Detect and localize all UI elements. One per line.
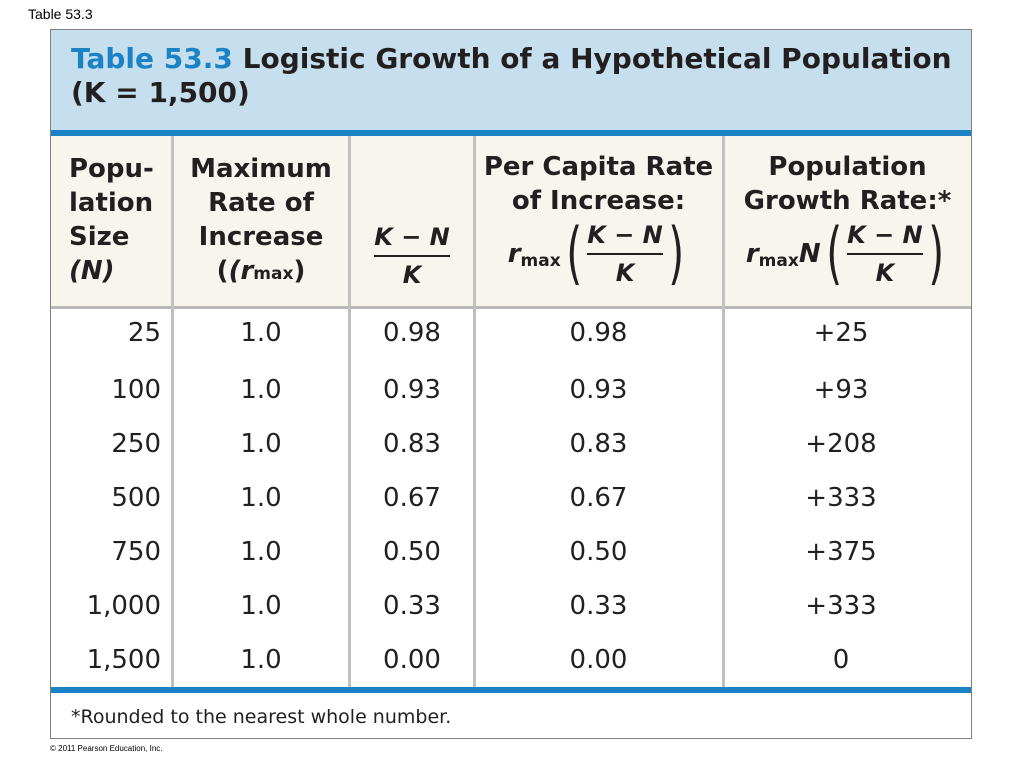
- cell-per-capita-rate: 0.00: [569, 645, 628, 675]
- cell-growth-rate: 0: [832, 645, 850, 675]
- cell-max-rate: 1.0: [240, 537, 282, 567]
- header-col4-denominator: K: [615, 259, 635, 287]
- header-divider: [51, 306, 971, 309]
- table-title: Table 53.3 Logistic Growth of a Hypothet…: [51, 30, 971, 130]
- header-col4-line1: Per Capita Rate: [483, 152, 714, 182]
- cell-max-rate: 1.0: [240, 645, 282, 675]
- cell-growth-rate: +333: [805, 483, 877, 513]
- header-col4-line2: of Increase:: [511, 186, 686, 216]
- cell-population-size: 500: [111, 483, 161, 513]
- cell-per-capita-rate: 0.98: [569, 318, 628, 348]
- header-col1-line4: (N): [69, 256, 115, 286]
- header-col2-sub: max: [253, 264, 294, 284]
- table-title-line2: (K = 1,500): [71, 76, 250, 109]
- cell-k-minus-n-over-k: 0.00: [383, 645, 441, 675]
- header-col5-denominator: K: [875, 259, 895, 287]
- cell-k-minus-n-over-k: 0.33: [383, 591, 441, 621]
- column-divider: [473, 136, 476, 687]
- header-col2-line1: Maximum: [190, 154, 332, 184]
- cell-per-capita-rate: 0.33: [569, 591, 628, 621]
- fraction-bar: [374, 255, 450, 257]
- header-col2-r: (r: [228, 256, 254, 286]
- table-number: Table 53.3: [71, 42, 233, 75]
- left-paren: (: [825, 214, 842, 293]
- column-divider: [171, 136, 174, 687]
- cell-population-size: 25: [127, 318, 161, 348]
- fraction-bar: [847, 253, 923, 255]
- table-title-text: Logistic Growth of a Hypothetical Popula…: [242, 42, 952, 75]
- top-rule: [51, 130, 971, 136]
- cell-population-size: 250: [111, 429, 161, 459]
- bottom-rule: [51, 687, 971, 693]
- header-col5-r: r: [745, 239, 759, 269]
- column-divider: [348, 136, 351, 687]
- cell-per-capita-rate: 0.50: [569, 537, 628, 567]
- copyright: © 2011 Pearson Education, Inc.: [50, 744, 163, 753]
- cell-population-size: 100: [111, 375, 161, 405]
- header-col4-fraction: K − N K: [587, 220, 663, 288]
- cell-max-rate: 1.0: [240, 318, 282, 348]
- header-col1-line2: lation: [69, 188, 154, 218]
- fraction-bar: [587, 253, 663, 255]
- right-paren: ): [927, 214, 944, 293]
- cell-growth-rate: +93: [813, 375, 869, 405]
- column-divider: [722, 136, 725, 687]
- header-col3-denominator: K: [402, 261, 422, 289]
- header-col2-line4: ((rmax): [216, 256, 306, 286]
- header-col3-fraction: K − N K: [374, 222, 450, 290]
- cell-k-minus-n-over-k: 0.98: [383, 318, 441, 348]
- slide-label: Table 53.3: [28, 6, 93, 22]
- cell-population-size: 1,000: [86, 591, 161, 621]
- header-per-capita-rate: Per Capita Rate of Increase: r max ( K − …: [475, 136, 722, 306]
- header-col2-close: ): [293, 256, 306, 286]
- cell-k-minus-n-over-k: 0.83: [383, 429, 441, 459]
- header-population-growth-rate: Population Growth Rate:* r max N ( K − N K…: [724, 136, 971, 306]
- header-col5-fraction: K − N K: [847, 220, 923, 288]
- cell-k-minus-n-over-k: 0.93: [383, 375, 441, 405]
- header-col5-n: N: [798, 239, 821, 269]
- header-col2-line2: Rate of: [208, 188, 314, 218]
- header-max-rate: Maximum Rate of Increase ((rmax): [173, 136, 349, 306]
- cell-max-rate: 1.0: [240, 375, 282, 405]
- cell-max-rate: 1.0: [240, 483, 282, 513]
- table-panel: Table 53.3 Logistic Growth of a Hypothet…: [50, 29, 972, 739]
- header-col1-line3: Size: [69, 222, 130, 252]
- cell-max-rate: 1.0: [240, 591, 282, 621]
- header-band: [51, 136, 971, 306]
- header-col5-line2: Growth Rate:*: [743, 186, 952, 216]
- header-col2-line3: Increase: [198, 222, 324, 252]
- cell-growth-rate: +25: [813, 318, 869, 348]
- header-col4-sub: max: [520, 251, 561, 271]
- left-paren: (: [566, 214, 582, 293]
- cell-per-capita-rate: 0.93: [569, 375, 628, 405]
- cell-per-capita-rate: 0.83: [569, 429, 628, 459]
- header-col5-numerator: K − N: [847, 221, 923, 249]
- header-col5-sub: max: [758, 251, 799, 271]
- cell-max-rate: 1.0: [240, 429, 282, 459]
- header-col5-line1: Population: [768, 152, 927, 182]
- cell-per-capita-rate: 0.67: [569, 483, 628, 513]
- header-col4-numerator: K − N: [587, 221, 663, 249]
- cell-k-minus-n-over-k: 0.67: [383, 483, 441, 513]
- header-k-minus-n: K − N K: [351, 136, 473, 306]
- cell-growth-rate: +208: [805, 429, 877, 459]
- footnote: *Rounded to the nearest whole number.: [71, 706, 452, 728]
- cell-growth-rate: +375: [805, 537, 877, 567]
- cell-population-size: 750: [111, 537, 161, 567]
- header-col1-line1: Popu-: [69, 154, 154, 184]
- cell-k-minus-n-over-k: 0.50: [383, 537, 441, 567]
- header-col4-r: r: [507, 239, 521, 269]
- header-col3-numerator: K − N: [374, 223, 450, 251]
- right-paren: ): [668, 214, 684, 293]
- header-population-size: Popu- lation Size (N): [51, 136, 171, 306]
- cell-growth-rate: +333: [805, 591, 877, 621]
- cell-population-size: 1,500: [86, 645, 161, 675]
